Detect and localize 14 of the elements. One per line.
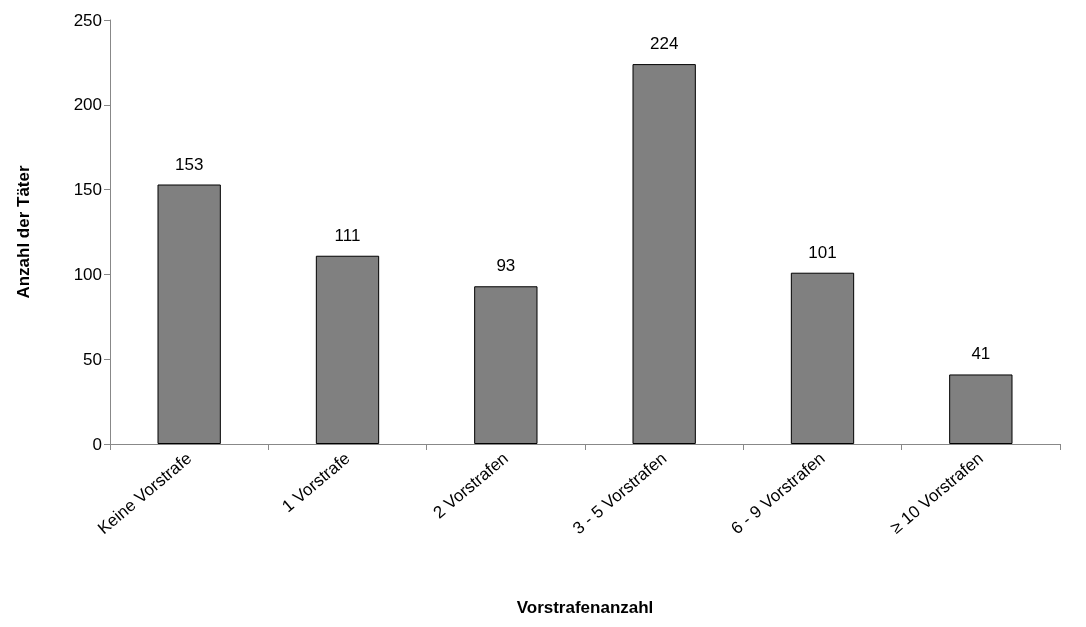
data-label: 111: [334, 225, 361, 245]
y-tick-label: 50: [83, 349, 102, 369]
data-label: 101: [808, 242, 837, 262]
data-label: 224: [649, 34, 679, 54]
y-tick-label: 100: [73, 264, 102, 284]
data-label: 41: [971, 344, 991, 364]
data-label: 93: [496, 256, 516, 276]
y-tick-label: 250: [73, 10, 102, 30]
x-axis-title: Vorstrafenanzahl: [516, 598, 654, 617]
y-tick-label: 200: [73, 95, 102, 115]
data-label: 153: [174, 154, 204, 174]
y-axis-title: Anzahl der Täter: [14, 165, 33, 299]
y-tick-label: 150: [73, 180, 102, 200]
y-tick-label: 0: [92, 434, 102, 454]
